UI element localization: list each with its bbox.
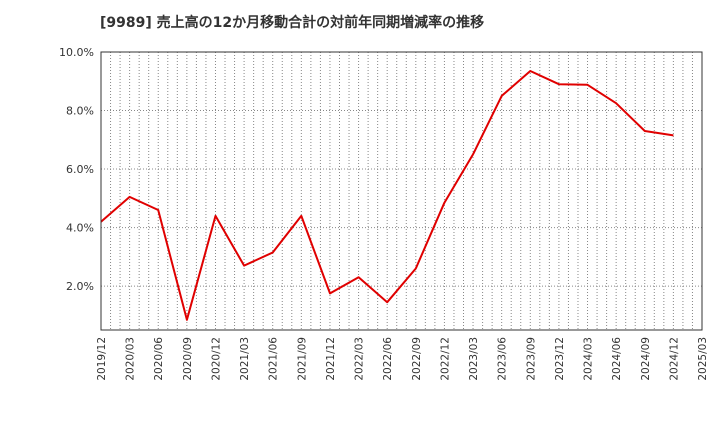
series-group [100, 70, 674, 321]
x-tick-label: 2022/12 [439, 337, 451, 381]
x-tick-label: 2021/06 [268, 337, 280, 381]
x-tick-label: 2020/06 [153, 337, 165, 381]
x-tick-label: 2020/12 [210, 337, 222, 381]
x-tick-label: 2022/09 [411, 337, 423, 381]
y-tick-label: 10.0% [59, 46, 94, 59]
x-axis: 2019/12 2020/03 2020/06 2020/09 2020/12 2021/… [96, 337, 709, 381]
x-tick-label: 2024/03 [583, 337, 595, 381]
x-tick-label: 2019/12 [96, 337, 108, 381]
x-tick-label: 2023/09 [525, 337, 537, 381]
x-tick-label: 2021/09 [296, 337, 308, 381]
chart-title: [9989] 売上高の12か月移動合計の対前年同期増減率の推移 [100, 14, 484, 31]
y-axis: 2.0% 4.0% 6.0% 8.0% 10.0% [59, 46, 94, 293]
x-tick-label: 2022/06 [382, 337, 394, 381]
x-tick-label: 2020/03 [125, 337, 137, 381]
plot-frame [100, 51, 703, 331]
y-tick-label: 2.0% [66, 280, 94, 293]
x-tick-label: 2024/06 [611, 337, 623, 381]
x-tick-label: 2024/09 [640, 337, 652, 381]
x-tick-label: 2021/03 [239, 337, 251, 381]
y-tick-label: 6.0% [66, 163, 94, 176]
x-tick-label: 2021/12 [325, 337, 337, 381]
x-tick-label: 2023/12 [554, 337, 566, 381]
x-tick-label: 2020/09 [182, 337, 194, 381]
x-tick-label: 2023/03 [468, 337, 480, 381]
x-tick-label: 2025/03 [697, 337, 709, 381]
series-line [100, 70, 674, 321]
grid [101, 52, 702, 330]
y-tick-label: 8.0% [66, 105, 94, 118]
x-tick-label: 2022/03 [354, 337, 366, 381]
y-tick-label: 4.0% [66, 222, 94, 235]
x-tick-label: 2023/06 [497, 337, 509, 381]
x-tick-label: 2024/12 [668, 337, 680, 381]
